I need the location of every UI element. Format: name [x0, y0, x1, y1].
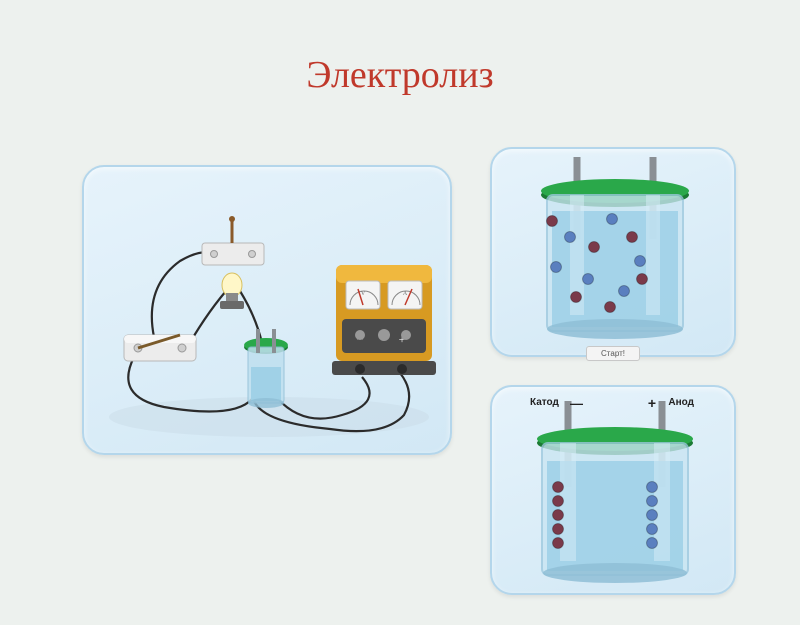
fuse-icon — [202, 216, 264, 265]
circuit-diagram: V A − + — [84, 167, 454, 457]
bulb-icon — [220, 273, 244, 309]
ions-mixed-panel: Старт! — [490, 147, 736, 357]
svg-text:V: V — [361, 291, 366, 297]
anode-label: Анод — [668, 397, 694, 408]
switch-icon — [124, 335, 196, 361]
anode-sign: + — [648, 395, 656, 411]
svg-text:A: A — [403, 291, 408, 297]
ions-mixed-diagram — [492, 149, 738, 359]
circuit-panel: V A − + — [82, 165, 452, 455]
cathode-label: Катод — [530, 397, 559, 408]
cathode-sign: — — [570, 396, 583, 411]
start-button[interactable]: Старт! — [586, 346, 640, 361]
small-beaker-icon — [244, 329, 288, 408]
ions-separated-panel: Катод — Анод + — [490, 385, 736, 595]
power-supply-icon: V A − + — [332, 265, 436, 375]
page-title: Электролиз — [0, 25, 800, 97]
ions-separated-diagram — [492, 387, 738, 597]
